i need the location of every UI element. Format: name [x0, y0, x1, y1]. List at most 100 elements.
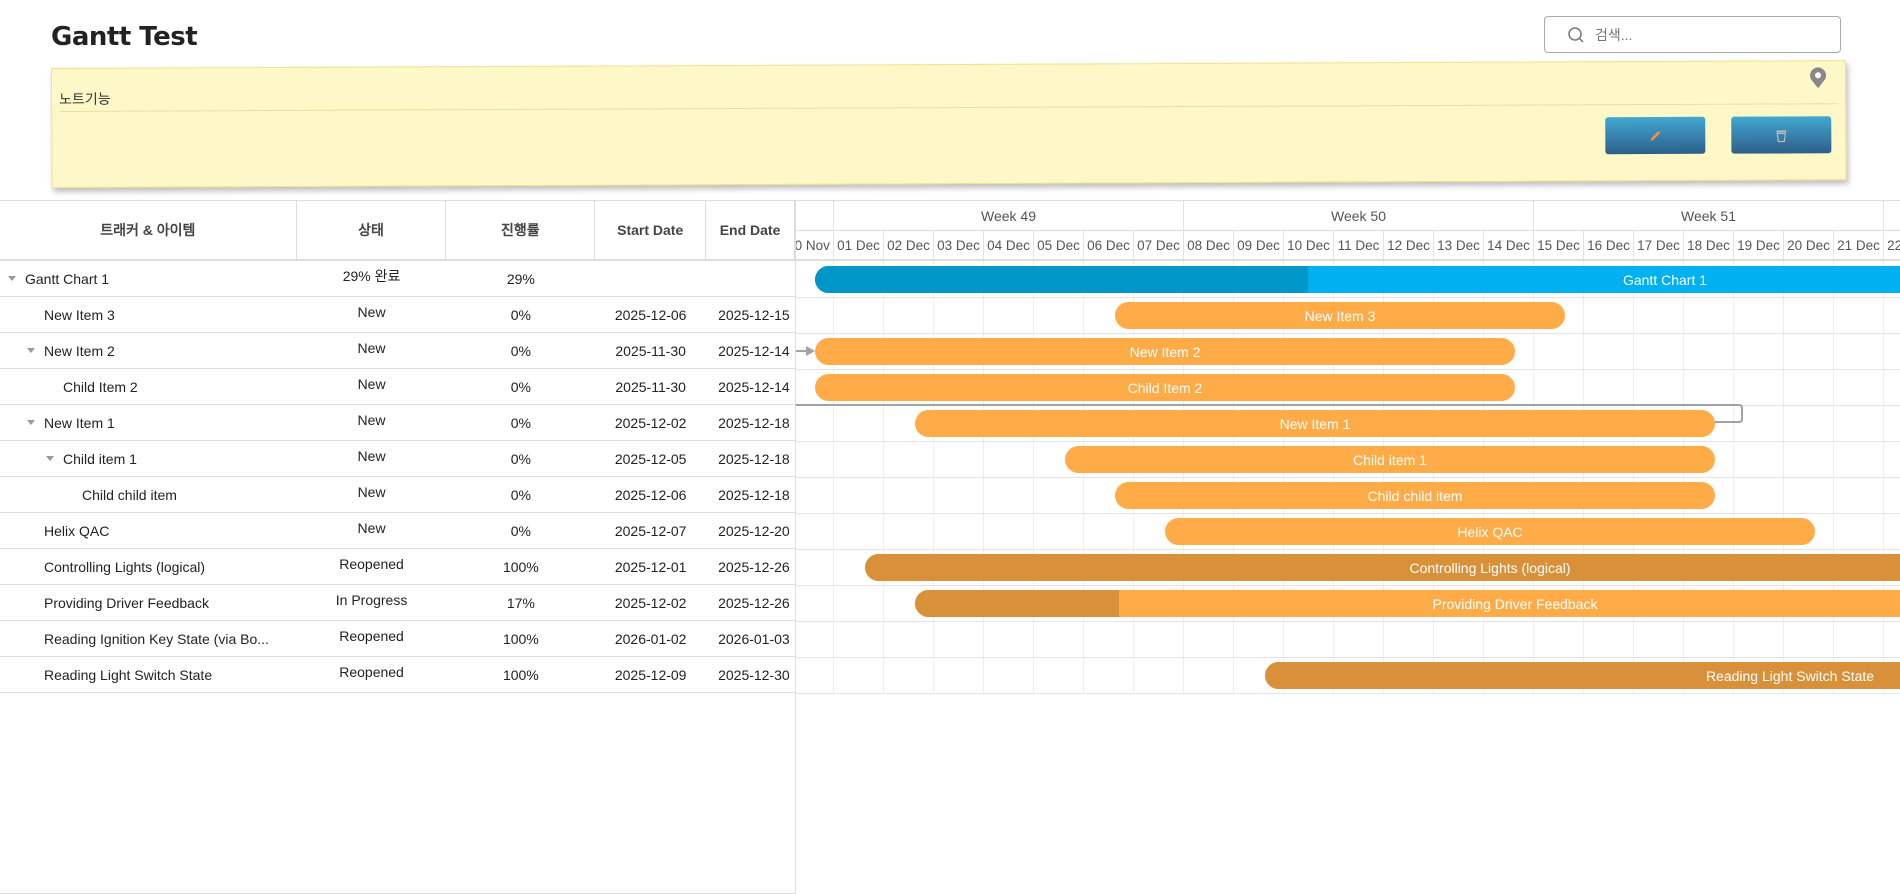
table-row[interactable]: New Item 1 New 0% 2025-12-02 2025-12-18: [0, 405, 795, 441]
gantt-bar[interactable]: Child item 1: [1065, 446, 1715, 473]
gantt-bar[interactable]: Child Item 2: [815, 374, 1515, 401]
column-header-name[interactable]: 트래커 & 아이템: [0, 201, 297, 259]
column-header-start-date[interactable]: Start Date: [595, 201, 707, 259]
status-cell: Reopened: [339, 555, 404, 572]
grid-header: 트래커 & 아이템 상태 진행률 Start Date End Date: [0, 201, 795, 261]
edit-note-button[interactable]: [1605, 116, 1706, 155]
column-header-progress[interactable]: 진행률: [446, 201, 596, 259]
bar-label: New Item 1: [1279, 415, 1351, 432]
item-name: Child item 1: [63, 450, 137, 467]
table-row[interactable]: New Item 2 New 0% 2025-11-30 2025-12-14: [0, 333, 795, 369]
gantt-bar[interactable]: Providing Driver Feedback: [915, 590, 1900, 617]
column-header-status[interactable]: 상태: [297, 201, 447, 259]
item-name: New Item 3: [44, 306, 115, 323]
table-row[interactable]: Controlling Lights (logical) Reopened 10…: [0, 549, 795, 585]
collapse-toggle-icon[interactable]: [27, 420, 35, 425]
status-cell: 29% 완료: [342, 267, 401, 284]
start-date-cell: 2025-11-30: [615, 342, 686, 359]
note-divider: [59, 103, 1839, 112]
row-line: [796, 693, 1900, 694]
gantt-bar[interactable]: Controlling Lights (logical): [865, 554, 1900, 581]
day-header: 22 Dec: [1884, 231, 1900, 261]
item-name: Child Item 2: [63, 378, 138, 395]
end-date-cell: 2025-12-14: [718, 378, 790, 395]
day-header: 30 Nov: [796, 231, 834, 261]
bar-label: Providing Driver Feedback: [1432, 595, 1598, 612]
bar-label: New Item 2: [1129, 343, 1201, 360]
start-date-cell: 2025-12-02: [614, 414, 687, 431]
end-date-cell: 2025-12-18: [718, 450, 790, 467]
progress-cell: 0%: [510, 306, 531, 323]
day-header: 10 Dec: [1284, 231, 1334, 261]
gantt-bar[interactable]: New Item 2: [815, 338, 1515, 365]
status-cell: Reopened: [339, 663, 404, 680]
note-text[interactable]: 노트기능: [59, 90, 111, 107]
row-line: [796, 549, 1900, 550]
bar-progress: [865, 554, 1900, 581]
progress-cell: 100%: [502, 558, 539, 575]
bar-progress: [815, 266, 1308, 293]
end-date-cell: 2025-12-15: [718, 306, 790, 323]
gantt-bar[interactable]: Gantt Chart 1: [815, 266, 1900, 293]
map-pin-icon[interactable]: [1807, 67, 1829, 89]
table-row[interactable]: Child child item New 0% 2025-12-06 2025-…: [0, 477, 795, 513]
search-box[interactable]: [1544, 16, 1841, 53]
row-line: [796, 333, 1900, 334]
day-header: 02 Dec: [884, 231, 934, 261]
table-row[interactable]: Reading Ignition Key State (via Bo... Re…: [0, 621, 795, 657]
bar-progress: [1265, 662, 1900, 689]
gantt-bar[interactable]: Helix QAC: [1165, 518, 1815, 545]
column-header-end-date[interactable]: End Date: [706, 201, 795, 259]
bar-label: Child item 1: [1353, 451, 1427, 468]
progress-cell: 0%: [510, 414, 531, 431]
table-row[interactable]: Reading Light Switch State Reopened 100%…: [0, 657, 795, 693]
end-date-cell: 2025-12-18: [718, 486, 790, 503]
start-date-cell: 2025-11-30: [615, 378, 686, 395]
end-date-cell: 2025-12-20: [718, 522, 790, 539]
delete-note-button[interactable]: [1731, 116, 1832, 154]
start-date-cell: 2025-12-06: [614, 306, 687, 323]
table-row[interactable]: Providing Driver Feedback In Progress 17…: [0, 585, 795, 621]
collapse-toggle-icon[interactable]: [27, 348, 35, 353]
status-cell: New: [357, 411, 386, 428]
table-row[interactable]: New Item 3 New 0% 2025-12-06 2025-12-15: [0, 297, 795, 333]
progress-cell: 0%: [510, 342, 531, 359]
bar-label: Reading Light Switch State: [1705, 667, 1875, 684]
day-header: 16 Dec: [1584, 231, 1634, 261]
end-date-cell: 2025-12-14: [718, 342, 790, 359]
week-header: Week 52: [1884, 201, 1900, 231]
search-icon: [1568, 26, 1584, 43]
row-line: [796, 297, 1900, 298]
gantt-bar[interactable]: New Item 1: [915, 410, 1715, 437]
start-date-cell: 2026-01-02: [614, 630, 687, 647]
trash-icon: [1776, 129, 1787, 142]
progress-cell: 0%: [510, 378, 531, 395]
table-row[interactable]: Child item 1 New 0% 2025-12-05 2025-12-1…: [0, 441, 795, 477]
day-header: 15 Dec: [1534, 231, 1584, 261]
row-line: [796, 441, 1900, 442]
day-header: 01 Dec: [834, 231, 884, 261]
task-grid: 트래커 & 아이템 상태 진행률 Start Date End Date Gan…: [0, 200, 796, 894]
table-row[interactable]: Child Item 2 New 0% 2025-11-30 2025-12-1…: [0, 369, 795, 405]
status-cell: New: [357, 375, 386, 392]
status-cell: New: [357, 339, 386, 356]
gantt-bar[interactable]: Child child item: [1115, 482, 1715, 509]
start-date-cell: 2025-12-07: [614, 522, 687, 539]
status-cell: Reopened: [339, 627, 404, 644]
start-date-cell: 2025-12-05: [614, 450, 687, 467]
week-header: Week 49: [834, 201, 1184, 231]
search-input[interactable]: [1595, 26, 1815, 43]
day-header: 18 Dec: [1684, 231, 1734, 261]
table-row[interactable]: Gantt Chart 1 29% 완료 29%: [0, 261, 795, 297]
day-header: 05 Dec: [1034, 231, 1084, 261]
table-row[interactable]: Helix QAC New 0% 2025-12-07 2025-12-20: [0, 513, 795, 549]
start-date-cell: 2025-12-06: [614, 486, 687, 503]
item-name: New Item 1: [44, 414, 115, 431]
gantt-bar[interactable]: New Item 3: [1115, 302, 1565, 329]
collapse-toggle-icon[interactable]: [8, 276, 16, 281]
collapse-toggle-icon[interactable]: [46, 456, 54, 461]
day-header: 03 Dec: [934, 231, 984, 261]
gantt-bar[interactable]: Reading Light Switch State: [1265, 662, 1900, 689]
status-cell: New: [357, 447, 386, 464]
